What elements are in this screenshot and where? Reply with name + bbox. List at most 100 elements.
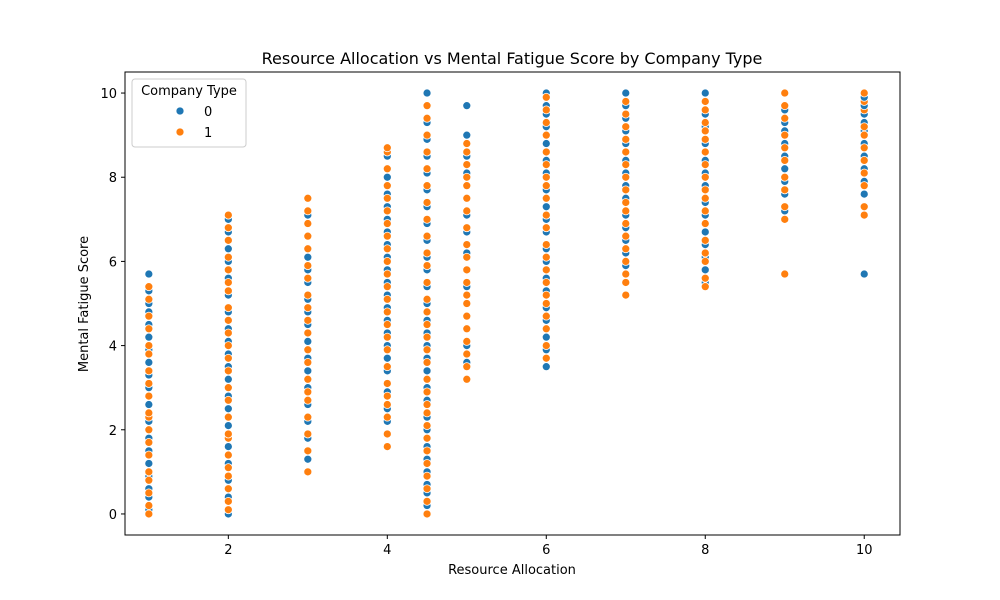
data-point-series-1	[144, 391, 154, 401]
data-point-series-1	[422, 214, 432, 224]
data-point-series-0	[223, 374, 233, 384]
data-point-series-1	[462, 362, 472, 372]
data-point-series-1	[422, 164, 432, 174]
data-point-series-1	[303, 446, 313, 456]
data-point-series-1	[780, 88, 790, 98]
data-point-series-1	[621, 198, 631, 207]
data-point-series-1	[223, 252, 233, 262]
data-point-series-1	[422, 433, 432, 443]
data-point-series-0	[223, 404, 233, 414]
data-point-series-1	[422, 320, 432, 329]
data-point-series-1	[144, 349, 154, 359]
legend-label-1: 1	[204, 126, 212, 141]
data-point-series-1	[780, 156, 790, 165]
data-point-series-1	[541, 278, 551, 287]
data-point-series-0	[144, 358, 154, 367]
data-point-series-0	[223, 442, 233, 451]
data-point-series-1	[621, 290, 631, 300]
data-point-series-1	[541, 252, 551, 262]
data-point-series-1	[422, 147, 432, 157]
data-point-series-1	[422, 278, 432, 287]
legend-marker-0	[175, 106, 185, 116]
data-point-series-1	[541, 92, 551, 102]
data-point-series-1	[422, 130, 432, 140]
data-point-series-1	[780, 101, 790, 111]
data-point-series-1	[223, 328, 233, 338]
data-point-series-1	[462, 337, 472, 346]
data-point-series-1	[303, 374, 313, 384]
data-point-series-0	[700, 88, 710, 98]
data-point-series-0	[859, 269, 869, 279]
data-point-series-1	[144, 467, 154, 477]
data-point-series-1	[541, 105, 551, 115]
data-point-series-1	[859, 122, 869, 132]
data-point-series-1	[541, 130, 551, 140]
x-axis: 2 4 6 8 10	[224, 535, 873, 558]
data-point-series-1	[859, 143, 869, 153]
data-point-series-0	[700, 265, 710, 275]
data-point-series-0	[144, 332, 154, 342]
data-point-series-1	[621, 231, 631, 241]
data-point-series-1	[700, 97, 710, 106]
data-point-series-1	[303, 412, 313, 422]
y-axis-label: Mental Fatigue Score	[77, 236, 92, 372]
data-point-series-1	[700, 147, 710, 157]
data-point-series-0	[422, 366, 432, 376]
data-point-series-1	[303, 303, 313, 313]
data-point-series-1	[382, 362, 392, 372]
data-point-series-1	[462, 240, 472, 249]
data-point-series-1	[303, 467, 313, 477]
data-point-series-1	[621, 147, 631, 157]
data-point-series-1	[462, 265, 472, 275]
data-point-series-1	[541, 353, 551, 363]
data-point-series-1	[462, 223, 472, 233]
data-point-series-0	[462, 101, 472, 111]
data-point-series-1	[422, 421, 432, 430]
data-point-series-1	[382, 219, 392, 228]
data-point-series-1	[780, 185, 790, 195]
data-point-series-1	[223, 429, 233, 439]
data-point-series-0	[780, 164, 790, 174]
data-point-series-0	[144, 400, 154, 409]
data-point-series-1	[422, 332, 432, 342]
data-point-series-1	[700, 282, 710, 292]
data-point-series-1	[700, 126, 710, 136]
data-point-series-0	[541, 332, 551, 342]
data-point-series-1	[382, 391, 392, 401]
legend-label-0: 0	[204, 105, 212, 120]
data-point-series-1	[462, 290, 472, 300]
data-point-series-1	[859, 168, 869, 178]
y-tick-label: 6	[109, 255, 117, 270]
data-point-series-1	[144, 501, 154, 510]
data-point-series-1	[303, 315, 313, 325]
data-point-series-1	[462, 181, 472, 191]
data-point-series-1	[382, 429, 392, 439]
data-point-series-1	[223, 286, 233, 296]
data-point-series-1	[541, 240, 551, 249]
data-point-series-1	[859, 210, 869, 220]
data-point-series-1	[780, 172, 790, 182]
data-point-series-0	[382, 353, 392, 363]
data-point-series-1	[859, 202, 869, 212]
data-point-series-1	[303, 429, 313, 439]
data-point-series-1	[700, 172, 710, 182]
data-point-series-1	[700, 235, 710, 245]
data-point-series-1	[223, 210, 233, 220]
data-point-series-1	[144, 408, 154, 418]
data-point-series-1	[700, 134, 710, 144]
data-point-series-1	[422, 484, 432, 494]
y-tick-label: 2	[109, 424, 117, 439]
y-tick-label: 0	[109, 508, 117, 523]
data-point-series-1	[422, 294, 432, 304]
data-point-series-1	[422, 261, 432, 270]
data-point-series-1	[780, 130, 790, 140]
data-point-series-1	[382, 269, 392, 279]
data-point-series-1	[382, 244, 392, 254]
data-point-series-1	[144, 438, 154, 447]
x-tick-label: 8	[701, 543, 709, 558]
legend: Company Type 0 1	[131, 78, 247, 148]
data-point-series-1	[223, 315, 233, 325]
data-point-series-1	[422, 358, 432, 367]
data-point-series-1	[303, 328, 313, 338]
y-tick-label: 4	[109, 340, 117, 355]
